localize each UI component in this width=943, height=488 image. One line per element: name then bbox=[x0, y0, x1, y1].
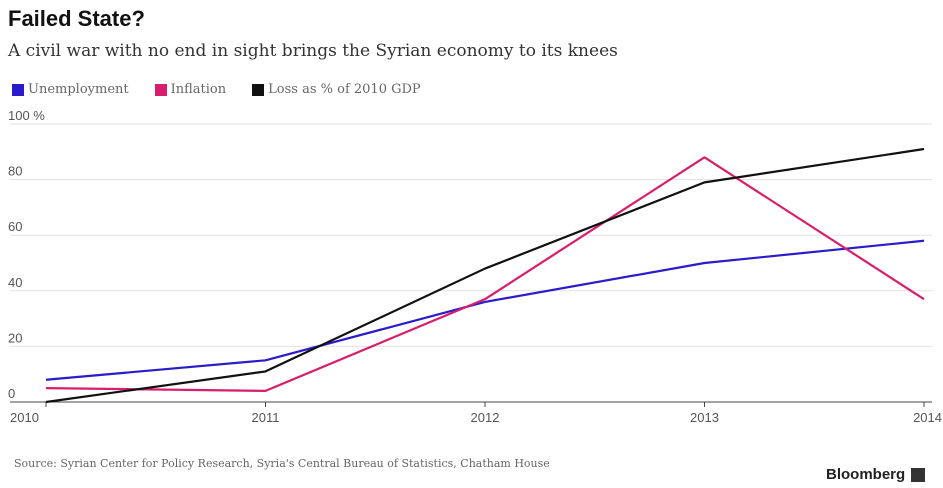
x-tick-label: 2011 bbox=[252, 410, 280, 425]
legend-label-inflation: Inflation bbox=[170, 82, 227, 97]
legend-swatch-inflation bbox=[154, 83, 167, 96]
y-tick-label: 60 bbox=[8, 219, 22, 234]
chart-subtitle: A civil war with no end in sight brings … bbox=[8, 41, 618, 61]
y-tick-label: 20 bbox=[8, 330, 22, 345]
x-tick-label: 2014 bbox=[913, 410, 942, 425]
source-note: Source: Syrian Center for Policy Researc… bbox=[14, 457, 550, 470]
y-tick-label: 80 bbox=[8, 164, 22, 179]
legend-swatch-gdp-loss bbox=[252, 83, 265, 96]
legend-swatch-unemployment bbox=[12, 83, 24, 96]
legend-item-inflation: Inflation bbox=[154, 82, 227, 97]
y-tick-label: 40 bbox=[8, 275, 22, 290]
legend-item-unemployment: Unemployment bbox=[12, 82, 129, 97]
brand-logo: Bloomberg bbox=[826, 466, 926, 483]
brand-mark-icon bbox=[911, 467, 926, 482]
legend-item-gdp-loss: Loss as % of 2010 GDP bbox=[252, 82, 421, 97]
y-tick-label: 0 bbox=[8, 386, 15, 401]
x-tick-label: 2010 bbox=[10, 410, 39, 425]
y-tick-label: 100 % bbox=[8, 108, 45, 123]
series-line-inflation bbox=[45, 156, 925, 392]
legend-label-gdp-loss: Loss as % of 2010 GDP bbox=[268, 82, 421, 97]
chart-title: Failed State? bbox=[8, 6, 145, 31]
x-tick-label: 2012 bbox=[471, 410, 500, 425]
legend-label-unemployment: Unemployment bbox=[28, 82, 129, 97]
legend: Unemployment Inflation Loss as % of 2010… bbox=[12, 82, 447, 97]
series-line-loss-as-of-2010-gdp bbox=[45, 147, 925, 404]
brand-name: Bloomberg bbox=[826, 466, 906, 483]
x-tick-label: 2013 bbox=[690, 410, 719, 425]
series-line-unemployment bbox=[45, 239, 925, 381]
